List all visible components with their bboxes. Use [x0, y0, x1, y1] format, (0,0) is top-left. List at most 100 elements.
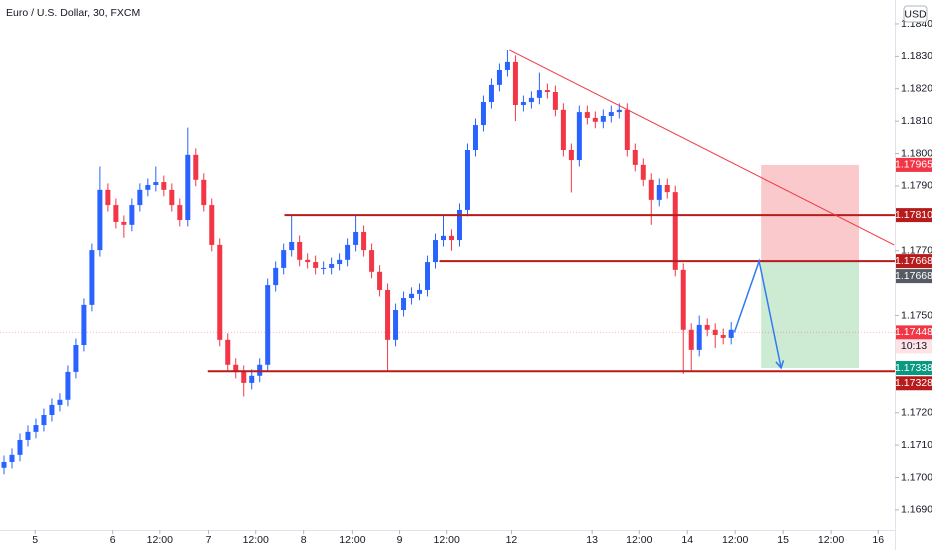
target-tag-bg: [896, 361, 932, 376]
candle-body: [33, 425, 39, 432]
candle-body: [41, 414, 47, 426]
x-tick-label: 15: [777, 534, 789, 546]
candle-body: [584, 112, 590, 118]
candle-body: [632, 149, 638, 165]
y-tick-label: 1.16900: [901, 504, 932, 516]
target-zone: [761, 261, 860, 369]
candle-body: [321, 267, 327, 269]
candle-body: [656, 184, 662, 200]
candle-body: [464, 149, 470, 210]
level-tag: 1.17810: [895, 209, 932, 221]
candle-body: [345, 244, 351, 260]
candle-body: [1, 461, 7, 468]
x-tick-label: 12: [506, 534, 518, 546]
candle-body: [576, 112, 582, 161]
candle-body: [281, 250, 287, 268]
candle-body: [528, 97, 534, 103]
candle-body: [720, 334, 726, 338]
candle-body: [688, 329, 694, 350]
candle-body: [113, 205, 119, 222]
candle-body: [568, 149, 574, 161]
candle-body: [177, 205, 183, 220]
currency-box[interactable]: [903, 5, 928, 23]
candle-body: [161, 182, 167, 190]
level-tag: 1.17328: [895, 377, 932, 389]
projection-arrowhead: [775, 360, 785, 370]
candle-body: [433, 240, 439, 263]
countdown-bg: [896, 339, 932, 354]
candle-body: [377, 271, 383, 290]
candle-body: [145, 184, 151, 190]
candle-body: [289, 241, 295, 251]
x-tick-label: 6: [110, 534, 116, 546]
candle-body: [369, 250, 375, 272]
current-price-tag-bg: [896, 325, 932, 340]
candle-body: [265, 285, 271, 365]
target-tag: 1.17338: [895, 362, 932, 374]
candle-body: [616, 109, 622, 113]
candle-body: [456, 209, 462, 241]
candle-body: [592, 117, 598, 122]
candle-body: [712, 329, 718, 335]
currency[interactable]: USD: [904, 8, 927, 20]
candle-body: [385, 289, 391, 340]
candle-body: [425, 262, 431, 290]
y-tick-label: 1.17200: [901, 407, 932, 419]
candle-body: [409, 293, 415, 299]
candle-body: [249, 375, 255, 383]
candle-body: [361, 231, 367, 251]
x-tick-label: 12:00: [818, 534, 844, 546]
projection-path: [733, 258, 782, 369]
y-tick-label: 1.18100: [901, 115, 932, 127]
axes: 1.184001.183001.182001.181001.180001.179…: [32, 18, 932, 546]
candle-body: [472, 125, 478, 150]
candle-body: [488, 84, 494, 103]
candle-body: [337, 259, 343, 265]
y-tick-label: 1.17700: [901, 245, 932, 257]
candle-body: [393, 310, 399, 340]
candle-body: [544, 90, 550, 93]
y-tick-label: 1.17500: [901, 309, 932, 321]
x-tick-label: 12:00: [339, 534, 365, 546]
x-tick-label: 16: [872, 534, 884, 546]
candle-body: [680, 269, 686, 330]
stop-tag: 1.17965: [895, 159, 932, 171]
stop-tag-bg: [896, 157, 932, 172]
y-tick-label: 1.18200: [901, 83, 932, 95]
candle-body: [664, 184, 670, 193]
y-tick-label: 1.17000: [901, 471, 932, 483]
candle-body: [353, 231, 359, 245]
current-price-tag: 1.17448: [895, 326, 932, 338]
candle-body: [129, 205, 135, 225]
level-tag-bg: [896, 254, 932, 269]
candle-body: [25, 431, 31, 440]
trendline: [509, 49, 895, 246]
candle-body: [480, 102, 486, 126]
x-tick-label: 12:00: [243, 534, 269, 546]
candle-body: [297, 241, 303, 260]
y-tick-label: 1.18300: [901, 50, 932, 62]
candle-body: [57, 399, 63, 405]
y-tick-label: 1.17900: [901, 180, 932, 192]
candle-body: [640, 164, 646, 180]
x-tick-label: 8: [301, 534, 307, 546]
candle-body: [305, 259, 311, 263]
candle-body: [417, 289, 423, 294]
x-tick-label: 14: [681, 534, 693, 546]
candle-body: [313, 262, 319, 268]
candle-body: [273, 267, 279, 286]
candle-body: [704, 324, 710, 330]
candle-body: [233, 364, 239, 372]
candle-body: [97, 189, 103, 251]
y-tick-label: 1.17100: [901, 439, 932, 451]
x-tick-label: 9: [397, 534, 403, 546]
candle-body: [137, 189, 143, 206]
candle-body: [536, 90, 542, 98]
candle-body: [448, 235, 454, 241]
candle-body: [105, 189, 111, 206]
candle-body: [441, 235, 447, 241]
candle-body: [9, 454, 15, 462]
candle-body: [728, 329, 734, 338]
x-tick-label: 12:00: [434, 534, 460, 546]
